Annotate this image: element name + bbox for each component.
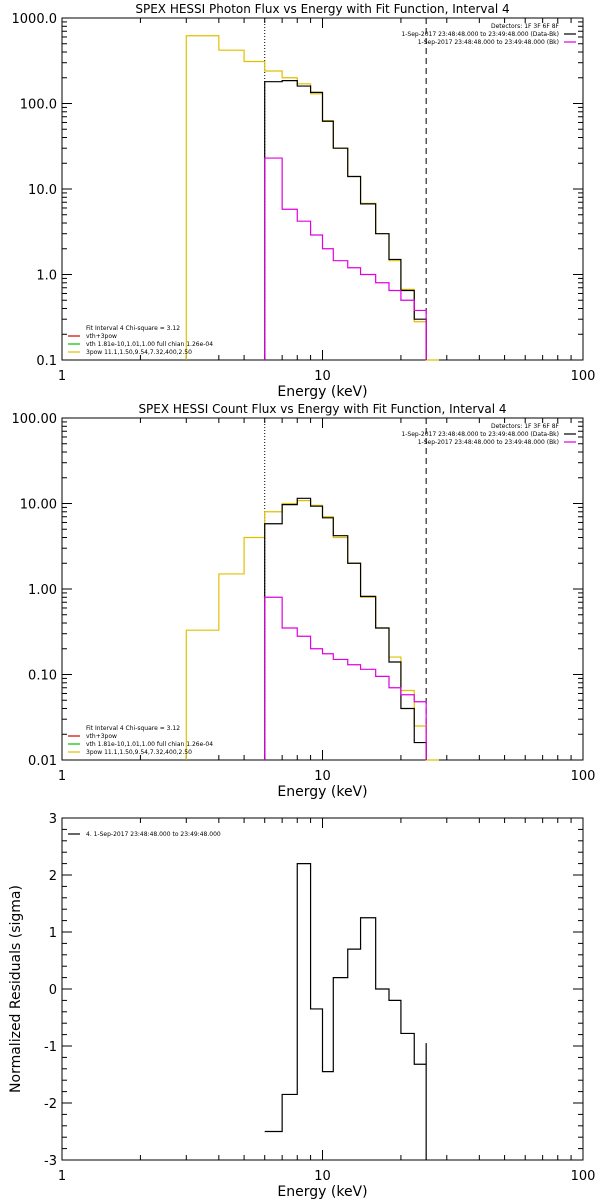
series-line [185, 500, 439, 761]
y-tick-label: 3 [49, 812, 57, 827]
y-tick-label: 0 [49, 983, 57, 998]
y-tick-label: -2 [44, 1097, 57, 1112]
series-2 [264, 497, 427, 760]
y-tick-label: 2 [49, 869, 57, 884]
x-axis-ticks: 1 10 100 [58, 818, 596, 1184]
legend-text: Detectors: 1F 3F 6F 8F [491, 423, 560, 430]
legend-legend_bottom: Fit Interval 4 Chi-square = 3.12vth+3pow… [68, 725, 213, 756]
plot-frame [61, 817, 584, 1161]
plot-frame [61, 17, 584, 361]
x-axis-label: Energy (keV) [277, 384, 367, 400]
y-tick-label: 100.00 [12, 412, 58, 427]
series-line [264, 80, 427, 360]
legend-text: 1-Sep-2017 23:48:48.000 to 23:49:48.000 … [418, 439, 559, 446]
y-axis-ticks: -3 -2 -1 0 1 2 3 [44, 812, 583, 1169]
y-tick-label: 10.00 [20, 498, 57, 513]
series-1 [185, 35, 439, 361]
legend-text: 3pow 11.1,1.50,9.54,7.32,400,2.50 [86, 749, 192, 756]
legend-text: vth 1.81e-10,1.01,1.00 full chian 1.26e-… [86, 341, 213, 348]
y-tick-label: 0.1 [36, 354, 57, 369]
x-tick-label: 1 [58, 769, 66, 784]
y-axis-ticks: 0.1 1.0 10.0 100.0 1000.0 [12, 12, 583, 369]
x-axis-label: Energy (keV) [277, 784, 367, 800]
y-tick-label: -3 [44, 1154, 57, 1169]
legend-text: 1-Sep-2017 23:48:48.000 to 23:49:48.000 … [401, 431, 559, 438]
x-tick-label: 1 [58, 1169, 66, 1184]
x-axis-ticks: 1 10 100 [58, 18, 596, 384]
legend-text: vth+3pow [86, 733, 117, 740]
x-tick-label: 100 [571, 769, 596, 784]
y-tick-label: 1000.0 [12, 12, 58, 27]
series-1 [264, 863, 427, 1160]
series-3 [264, 157, 427, 360]
x-tick-label: 10 [314, 369, 331, 384]
legend-text: vth+3pow [86, 333, 117, 340]
series-line [264, 157, 427, 360]
y-tick-label: 100.0 [20, 98, 57, 113]
plot-frame [61, 417, 584, 761]
chart-title: SPEX HESSI Photon Flux vs Energy with Fi… [135, 2, 509, 16]
y-tick-label: 0.10 [28, 669, 57, 684]
y-axis-label: Normalized Residuals (sigma) [8, 885, 24, 1093]
chart-title: SPEX HESSI Count Flux vs Energy with Fit… [138, 402, 506, 416]
chart-panel-1: SPEX HESSI Photon Flux vs Energy with Fi… [12, 2, 596, 400]
legend-text: Detectors: 1F 3F 6F 8F [491, 23, 560, 30]
series-3 [264, 596, 427, 760]
legend-text: 4. 1-Sep-2017 23:48:48.000 to 23:49:48.0… [86, 831, 221, 838]
x-axis-label: Energy (keV) [277, 1184, 367, 1200]
x-tick-label: 10 [314, 769, 331, 784]
series-line [264, 497, 427, 760]
y-axis-ticks: 0.01 0.10 1.00 10.00 100.00 [12, 412, 583, 769]
series-line [185, 35, 439, 361]
series-2 [264, 80, 427, 360]
legend-text: vth 1.81e-10,1.01,1.00 full chian 1.26e-… [86, 741, 213, 748]
x-tick-label: 1 [58, 369, 66, 384]
x-tick-label: 10 [314, 1169, 331, 1184]
x-tick-label: 100 [571, 1169, 596, 1184]
legend-text: Fit Interval 4 Chi-square = 3.12 [86, 325, 180, 332]
chart-panel-3: 1 10 100 Energy (keV) -3 -2 -1 0 1 2 3 Normalized R… [8, 812, 595, 1200]
y-tick-label: 1 [49, 926, 57, 941]
legend-text: 1-Sep-2017 23:48:48.000 to 23:49:48.000 … [418, 39, 559, 46]
legend-legend_top: Detectors: 1F 3F 6F 8F1-Sep-2017 23:48:4… [401, 423, 576, 446]
legend-text: 3pow 11.1,1.50,9.54,7.32,400,2.50 [86, 349, 192, 356]
y-tick-label: 1.0 [36, 269, 57, 284]
x-tick-label: 100 [571, 369, 596, 384]
legend-text: 1-Sep-2017 23:48:48.000 to 23:49:48.000 … [401, 31, 559, 38]
legend-legend: 4. 1-Sep-2017 23:48:48.000 to 23:49:48.0… [68, 831, 221, 838]
y-tick-label: -1 [44, 1040, 57, 1055]
y-tick-label: 1.00 [28, 583, 57, 598]
series-1 [185, 500, 439, 761]
legend-text: Fit Interval 4 Chi-square = 3.12 [86, 725, 180, 732]
series-line [264, 863, 427, 1160]
series-line [264, 596, 427, 760]
x-axis-ticks: 1 10 100 [58, 418, 596, 784]
y-tick-label: 0.01 [28, 754, 57, 769]
chart-panel-2: SPEX HESSI Count Flux vs Energy with Fit… [12, 402, 596, 800]
y-tick-label: 10.0 [28, 183, 57, 198]
legend-legend_top: Detectors: 1F 3F 6F 8F1-Sep-2017 23:48:4… [401, 23, 576, 46]
legend-legend_bottom: Fit Interval 4 Chi-square = 3.12vth+3pow… [68, 325, 213, 356]
